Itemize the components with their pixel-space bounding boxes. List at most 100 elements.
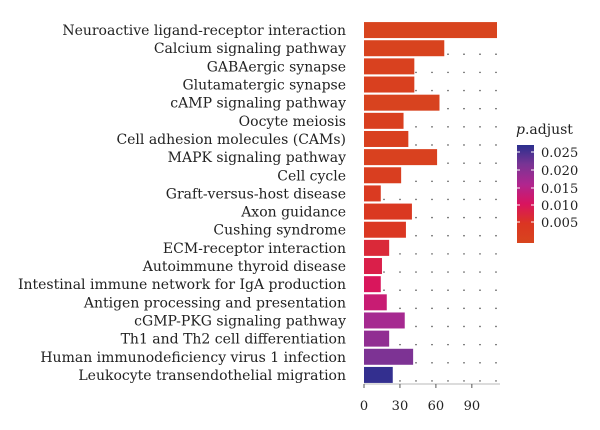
category-label: Cell cycle <box>277 168 346 184</box>
grid-dot <box>447 361 449 364</box>
legend-title: p.adjust <box>516 122 573 138</box>
grid-dot <box>415 216 417 219</box>
grid-dot <box>415 307 417 310</box>
grid-dot <box>479 343 481 346</box>
grid-dot <box>463 107 465 110</box>
grid-dot <box>415 71 417 74</box>
grid-dot <box>495 180 497 183</box>
grid-dot <box>447 253 449 255</box>
grid-dot <box>463 180 465 183</box>
grid-dot <box>431 180 433 183</box>
category-label: Calcium signaling pathway <box>154 41 346 57</box>
grid-dot <box>463 89 465 92</box>
grid-dot <box>431 325 433 328</box>
grid-dot <box>431 216 433 219</box>
grid-dot <box>383 289 385 291</box>
grid-dot <box>399 253 401 255</box>
legend-tick-label: 0.005 <box>541 216 578 231</box>
grid-dot <box>463 71 465 74</box>
bar <box>364 130 409 147</box>
grid-dot <box>447 180 449 183</box>
grid-dot <box>431 126 433 128</box>
bar <box>364 76 415 93</box>
grid-dot <box>479 180 481 183</box>
grid-dot <box>479 234 481 237</box>
grid-dot <box>463 289 465 291</box>
grid-dot <box>431 361 433 364</box>
category-labels: Neuroactive ligand-receptor interaction C… <box>18 23 346 384</box>
grid-dot <box>415 126 417 128</box>
grid-dot <box>415 380 417 382</box>
grid-dot <box>463 253 465 255</box>
category-label: Leukocyte transendothelial migration <box>78 368 346 384</box>
grid-dot <box>495 289 497 291</box>
bar <box>364 40 445 57</box>
grid-dot <box>463 343 465 346</box>
category-label: ECM-receptor interaction <box>163 241 346 257</box>
bar <box>364 366 393 383</box>
grid-dot <box>415 198 417 201</box>
bar <box>364 22 497 39</box>
grid-dot <box>447 198 449 201</box>
category-label: Graft-versus-host disease <box>166 186 346 202</box>
grid-dot <box>463 126 465 128</box>
category-label: Th1 and Th2 cell differentiation <box>121 332 346 348</box>
legend-colorbar <box>517 145 534 243</box>
grid-dot <box>399 343 401 346</box>
grid-dot <box>431 289 433 291</box>
grid-dot <box>431 89 433 92</box>
x-tick-label: 90 <box>464 399 481 414</box>
x-tick-label: 60 <box>428 399 445 414</box>
grid-dot <box>495 71 497 74</box>
category-label: Oocyte meiosis <box>239 114 346 130</box>
grid-dot <box>479 289 481 291</box>
grid-dot <box>479 216 481 219</box>
grid-dot <box>415 325 417 328</box>
grid-dot <box>463 271 465 273</box>
category-label: Intestinal immune network for IgA produc… <box>18 277 346 293</box>
bar-group <box>364 22 497 383</box>
category-label: GABAergic synapse <box>207 59 346 75</box>
grid-dot <box>479 380 481 382</box>
legend-tick-label: 0.010 <box>541 199 578 214</box>
grid-dot <box>495 361 497 364</box>
category-label: Axon guidance <box>240 205 346 221</box>
grid-dot <box>399 307 401 310</box>
grid-dot <box>447 53 449 56</box>
grid-dot <box>431 343 433 346</box>
grid-dot <box>431 253 433 255</box>
grid-dot <box>479 107 481 110</box>
grid-dot <box>479 307 481 310</box>
bar <box>364 167 402 184</box>
bar <box>364 258 382 275</box>
bar <box>364 58 415 75</box>
grid-dot <box>415 234 417 237</box>
bar <box>364 294 387 311</box>
category-label: cAMP signaling pathway <box>170 96 346 112</box>
grid-dot <box>463 216 465 219</box>
grid-dot <box>447 162 449 164</box>
grid-dot <box>447 126 449 128</box>
grid-dot <box>495 144 497 146</box>
grid-dot <box>447 325 449 328</box>
grid-dot <box>447 343 449 346</box>
bar <box>364 185 381 202</box>
grid-dot <box>399 380 401 382</box>
grid-dot <box>479 144 481 146</box>
grid-dot <box>447 107 449 110</box>
x-tick-label: 30 <box>392 399 409 414</box>
grid-dot <box>495 162 497 164</box>
grid-dot <box>415 289 417 291</box>
grid-dot <box>415 89 417 92</box>
grid-dot <box>495 216 497 219</box>
grid-dot <box>463 307 465 310</box>
bar <box>364 221 406 238</box>
grid-dot <box>495 107 497 110</box>
grid-dot <box>495 234 497 237</box>
grid-dot <box>463 361 465 364</box>
grid-dot <box>479 162 481 164</box>
category-label: Human immunodeficiency virus 1 infection <box>40 350 346 366</box>
grid-dot <box>495 271 497 273</box>
grid-dot <box>479 325 481 328</box>
bar <box>364 239 390 256</box>
